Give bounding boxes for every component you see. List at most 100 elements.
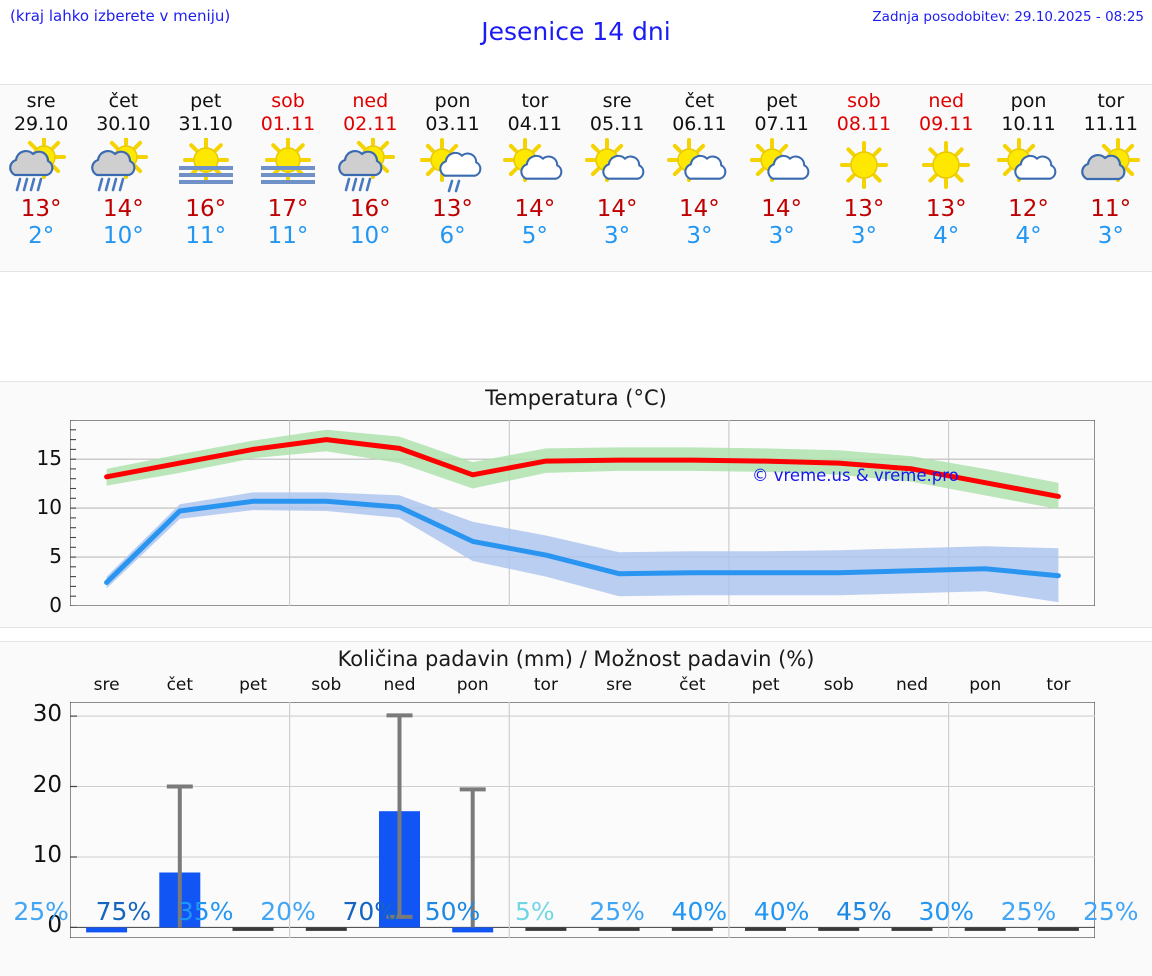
precipitation-probability-value: 70% — [342, 897, 399, 926]
day-max-temperature: 13° — [925, 196, 967, 222]
sun-cloud-icon — [580, 138, 654, 194]
day-date-label: 29.10 — [13, 113, 69, 135]
precipitation-day-label: tor — [533, 675, 558, 695]
day-of-week-label: ned — [928, 90, 965, 112]
day-column-08.11[interactable]: sob 08.11 13° 3° — [823, 85, 905, 271]
day-of-week-label: tor — [1097, 90, 1125, 112]
sun-cloud-icon — [662, 138, 736, 194]
day-of-week-label: ned — [352, 90, 389, 112]
temperature-chart-section: Temperatura (°C) 0 5 10 15 — [0, 381, 1152, 628]
temperature-y-tick-label: 0 — [49, 593, 62, 617]
day-max-temperature: 11° — [1090, 196, 1132, 222]
sun-cloud-lightrain-icon — [416, 138, 490, 194]
sun-fog-icon — [251, 138, 325, 194]
day-column-02.11[interactable]: ned 02.11 16° 10° — [329, 85, 411, 271]
day-date-label: 08.11 — [836, 113, 892, 135]
precipitation-probability-value: 20% — [260, 897, 316, 926]
precipitation-y-tick-label: 20 — [32, 771, 62, 798]
sun-cloud-icon — [745, 138, 819, 194]
precipitation-probability-value: 50% — [424, 897, 481, 926]
precipitation-day-labels: sre čet pet sob ned pon tor sre čet pet sob ned pon t… — [70, 675, 1095, 699]
day-max-temperature: 14° — [679, 196, 720, 222]
precipitation-day-label: čet — [679, 675, 706, 695]
precipitation-day-label: sre — [606, 675, 633, 695]
precipitation-chart-title: Količina padavin (mm) / Možnost padavin … — [337, 647, 815, 671]
temperature-y-tick-label: 5 — [49, 544, 62, 569]
day-min-temperature: 3° — [604, 223, 631, 249]
day-min-temperature: 6° — [439, 223, 466, 249]
day-column-04.11[interactable]: tor 04.11 14° 5° — [494, 85, 576, 271]
day-min-temperature: 10° — [349, 223, 391, 249]
page-header: (kraj lahko izberete v meniju) Jesenice … — [0, 0, 1152, 62]
day-of-week-label: čet — [684, 90, 715, 112]
day-column-05.11[interactable]: sre 05.11 14° 3° — [576, 85, 658, 271]
day-of-week-label: pon — [434, 90, 471, 112]
precipitation-probability-value: 25% — [1083, 897, 1139, 926]
day-date-label: 31.10 — [178, 113, 233, 135]
precipitation-day-label: tor — [1046, 675, 1071, 695]
day-max-temperature: 16° — [185, 196, 227, 222]
day-column-09.11[interactable]: ned 09.11 13° 4° — [905, 85, 987, 271]
temperature-chart-title: Temperatura (°C) — [485, 386, 667, 410]
precipitation-probability-value: 35% — [177, 897, 234, 926]
precipitation-day-label: sob — [823, 675, 854, 695]
day-min-temperature: 2° — [28, 223, 55, 249]
day-column-01.11[interactable]: sob 01.11 17° 11° — [247, 85, 329, 271]
day-column-11.11[interactable]: tor 11.11 11° 3° — [1070, 85, 1152, 271]
cloud-sun-icon — [1074, 138, 1148, 194]
day-of-week-label: sre — [26, 90, 56, 112]
precipitation-day-label: čet — [166, 675, 194, 695]
precipitation-probability-value: 25% — [589, 897, 645, 926]
day-max-temperature: 14° — [103, 196, 144, 222]
temperature-y-tick-label: 10 — [36, 495, 62, 520]
day-max-temperature: 13° — [843, 196, 885, 222]
day-date-label: 06.11 — [672, 113, 727, 135]
day-max-temperature: 12° — [1008, 196, 1049, 222]
day-column-10.11[interactable]: pon 10.11 12° 4° — [987, 85, 1069, 271]
day-max-temperature: 14° — [761, 196, 803, 222]
day-min-temperature: 5° — [521, 223, 548, 249]
sun-icon — [827, 138, 901, 194]
day-min-temperature: 3° — [850, 223, 878, 249]
day-min-temperature: 11° — [185, 223, 227, 249]
precipitation-probability-value: 25% — [13, 897, 69, 926]
day-column-30.10[interactable]: čet 30.10 14° 10° — [82, 85, 164, 271]
precipitation-y-tick-label: 30 — [32, 701, 62, 728]
precipitation-probability-value: 40% — [671, 897, 728, 926]
day-column-03.11[interactable]: pon 03.11 13° 6° — [411, 85, 493, 271]
day-date-label: 30.10 — [96, 113, 151, 135]
precipitation-day-label: ned — [383, 675, 416, 695]
day-max-temperature: 16° — [349, 196, 391, 222]
precipitation-probability-value: 45% — [836, 897, 892, 926]
day-min-temperature: 3° — [686, 223, 713, 249]
day-date-label: 11.11 — [1083, 113, 1138, 135]
sun-cloud-rain-icon — [4, 138, 78, 194]
day-of-week-label: sre — [602, 90, 632, 112]
sun-cloud-rain-icon — [86, 138, 160, 194]
day-min-temperature: 11° — [267, 223, 309, 249]
day-of-week-label: sob — [271, 90, 305, 112]
page-title: Jesenice 14 dni — [481, 17, 671, 46]
precipitation-probability-value: 30% — [918, 897, 975, 926]
precipitation-day-label: pon — [456, 675, 489, 695]
day-date-label: 07.11 — [754, 113, 809, 135]
precipitation-chart-section: Količina padavin (mm) / Možnost padavin … — [0, 641, 1152, 976]
day-min-temperature: 3° — [1097, 223, 1124, 249]
day-max-temperature: 13° — [432, 196, 473, 222]
day-column-29.10[interactable]: sre 29.10 13° 2° — [0, 85, 82, 271]
day-of-week-label: pon — [1010, 90, 1047, 112]
day-max-temperature: 13° — [20, 196, 62, 222]
precipitation-day-label: sob — [311, 675, 342, 695]
precipitation-probability-value: 25% — [1000, 897, 1057, 926]
day-max-temperature: 14° — [596, 196, 638, 222]
day-column-07.11[interactable]: pet 07.11 14° 3° — [741, 85, 823, 271]
day-column-06.11[interactable]: čet 06.11 14° 3° — [658, 85, 740, 271]
precipitation-probability-value: 75% — [95, 897, 152, 926]
sun-fog-icon — [169, 138, 243, 194]
day-column-31.10[interactable]: pet 31.10 16° 11° — [165, 85, 247, 271]
copyright-watermark: © vreme.us & vreme.pro — [752, 466, 959, 485]
day-of-week-label: tor — [521, 90, 549, 112]
day-min-temperature: 10° — [103, 223, 144, 249]
precipitation-plot-area: 0 10 20 30 — [33, 701, 1095, 938]
